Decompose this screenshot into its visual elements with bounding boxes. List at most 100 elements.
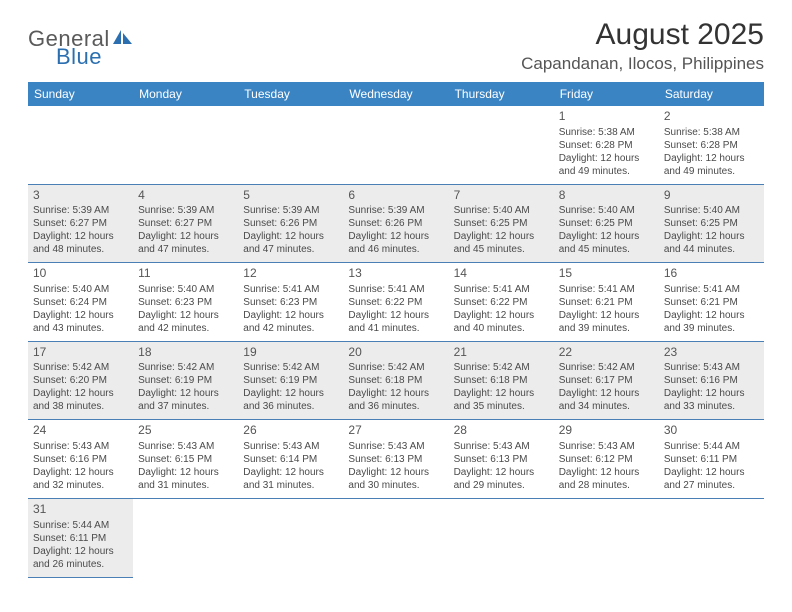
day-number: 30 [664,423,759,439]
daylight-text: and 46 minutes. [348,243,443,256]
day-number: 16 [664,266,759,282]
daylight-text: and 41 minutes. [348,322,443,335]
sunrise-text: Sunrise: 5:43 AM [138,440,233,453]
sunset-text: Sunset: 6:20 PM [33,374,128,387]
title-block: August 2025 Capandanan, Ilocos, Philippi… [521,18,764,74]
daylight-text: and 26 minutes. [33,558,128,571]
calendar-day-cell: 31Sunrise: 5:44 AMSunset: 6:11 PMDayligh… [28,498,133,577]
day-number: 3 [33,188,128,204]
daylight-text: and 49 minutes. [664,165,759,178]
sunset-text: Sunset: 6:27 PM [138,217,233,230]
sunrise-text: Sunrise: 5:41 AM [243,283,338,296]
calendar-empty-cell [28,106,133,184]
daylight-text: Daylight: 12 hours [454,230,549,243]
weekday-header: Saturday [659,82,764,106]
daylight-text: and 42 minutes. [243,322,338,335]
daylight-text: Daylight: 12 hours [559,152,654,165]
daylight-text: Daylight: 12 hours [243,309,338,322]
day-number: 18 [138,345,233,361]
daylight-text: Daylight: 12 hours [559,387,654,400]
calendar-day-cell: 26Sunrise: 5:43 AMSunset: 6:14 PMDayligh… [238,420,343,499]
day-number: 9 [664,188,759,204]
sunrise-text: Sunrise: 5:42 AM [348,361,443,374]
weekday-header: Wednesday [343,82,448,106]
daylight-text: Daylight: 12 hours [138,230,233,243]
daylight-text: and 47 minutes. [138,243,233,256]
sunrise-text: Sunrise: 5:38 AM [559,126,654,139]
daylight-text: Daylight: 12 hours [559,466,654,479]
daylight-text: and 35 minutes. [454,400,549,413]
weekday-header: Monday [133,82,238,106]
sunset-text: Sunset: 6:22 PM [454,296,549,309]
calendar-day-cell: 16Sunrise: 5:41 AMSunset: 6:21 PMDayligh… [659,263,764,342]
daylight-text: Daylight: 12 hours [559,230,654,243]
daylight-text: Daylight: 12 hours [559,309,654,322]
daylight-text: and 28 minutes. [559,479,654,492]
sunrise-text: Sunrise: 5:43 AM [454,440,549,453]
calendar-day-cell: 27Sunrise: 5:43 AMSunset: 6:13 PMDayligh… [343,420,448,499]
calendar-day-cell: 20Sunrise: 5:42 AMSunset: 6:18 PMDayligh… [343,341,448,420]
daylight-text: and 38 minutes. [33,400,128,413]
daylight-text: Daylight: 12 hours [243,466,338,479]
sunset-text: Sunset: 6:26 PM [243,217,338,230]
day-number: 1 [559,109,654,125]
daylight-text: and 45 minutes. [559,243,654,256]
day-number: 7 [454,188,549,204]
day-number: 14 [454,266,549,282]
calendar-week-row: 3Sunrise: 5:39 AMSunset: 6:27 PMDaylight… [28,184,764,263]
day-number: 5 [243,188,338,204]
sunset-text: Sunset: 6:23 PM [138,296,233,309]
day-number: 24 [33,423,128,439]
daylight-text: Daylight: 12 hours [348,230,443,243]
sunrise-text: Sunrise: 5:40 AM [33,283,128,296]
day-number: 28 [454,423,549,439]
daylight-text: Daylight: 12 hours [664,152,759,165]
sunset-text: Sunset: 6:27 PM [33,217,128,230]
calendar-empty-cell [554,498,659,577]
sunrise-text: Sunrise: 5:39 AM [348,204,443,217]
daylight-text: Daylight: 12 hours [454,466,549,479]
calendar-body: 1Sunrise: 5:38 AMSunset: 6:28 PMDaylight… [28,106,764,577]
daylight-text: and 39 minutes. [664,322,759,335]
calendar-empty-cell [343,498,448,577]
day-number: 6 [348,188,443,204]
calendar-empty-cell [343,106,448,184]
daylight-text: and 34 minutes. [559,400,654,413]
sunrise-text: Sunrise: 5:42 AM [559,361,654,374]
sunset-text: Sunset: 6:28 PM [664,139,759,152]
sunrise-text: Sunrise: 5:38 AM [664,126,759,139]
calendar-day-cell: 9Sunrise: 5:40 AMSunset: 6:25 PMDaylight… [659,184,764,263]
weekday-header: Thursday [449,82,554,106]
weekday-header: Friday [554,82,659,106]
daylight-text: Daylight: 12 hours [33,309,128,322]
sunrise-text: Sunrise: 5:40 AM [454,204,549,217]
calendar-day-cell: 22Sunrise: 5:42 AMSunset: 6:17 PMDayligh… [554,341,659,420]
sunset-text: Sunset: 6:11 PM [664,453,759,466]
weekday-header: Sunday [28,82,133,106]
daylight-text: and 45 minutes. [454,243,549,256]
day-number: 26 [243,423,338,439]
daylight-text: Daylight: 12 hours [454,309,549,322]
calendar-week-row: 1Sunrise: 5:38 AMSunset: 6:28 PMDaylight… [28,106,764,184]
calendar-day-cell: 11Sunrise: 5:40 AMSunset: 6:23 PMDayligh… [133,263,238,342]
calendar-empty-cell [133,106,238,184]
sunset-text: Sunset: 6:13 PM [454,453,549,466]
sunrise-text: Sunrise: 5:43 AM [559,440,654,453]
calendar-day-cell: 23Sunrise: 5:43 AMSunset: 6:16 PMDayligh… [659,341,764,420]
calendar-day-cell: 2Sunrise: 5:38 AMSunset: 6:28 PMDaylight… [659,106,764,184]
sunrise-text: Sunrise: 5:44 AM [33,519,128,532]
sunset-text: Sunset: 6:15 PM [138,453,233,466]
calendar-day-cell: 3Sunrise: 5:39 AMSunset: 6:27 PMDaylight… [28,184,133,263]
daylight-text: and 37 minutes. [138,400,233,413]
sunset-text: Sunset: 6:28 PM [559,139,654,152]
calendar-day-cell: 25Sunrise: 5:43 AMSunset: 6:15 PMDayligh… [133,420,238,499]
daylight-text: and 29 minutes. [454,479,549,492]
sunset-text: Sunset: 6:11 PM [33,532,128,545]
calendar-week-row: 31Sunrise: 5:44 AMSunset: 6:11 PMDayligh… [28,498,764,577]
sunset-text: Sunset: 6:18 PM [348,374,443,387]
day-number: 15 [559,266,654,282]
sunset-text: Sunset: 6:19 PM [243,374,338,387]
sunrise-text: Sunrise: 5:41 AM [348,283,443,296]
daylight-text: Daylight: 12 hours [138,387,233,400]
calendar-day-cell: 15Sunrise: 5:41 AMSunset: 6:21 PMDayligh… [554,263,659,342]
